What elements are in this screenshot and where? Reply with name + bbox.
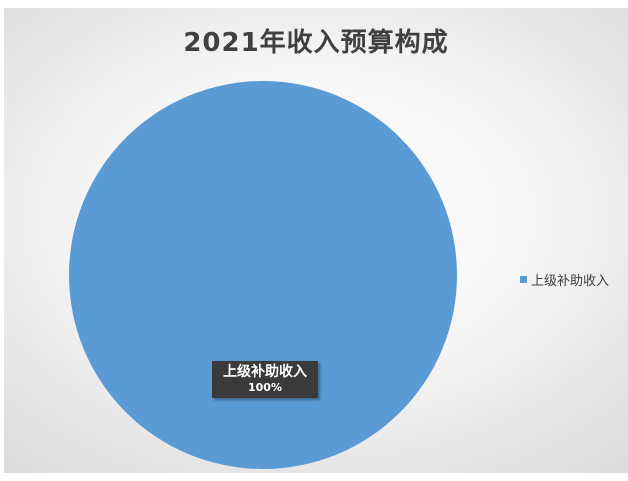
data-label-name: 上级补助收入 bbox=[223, 364, 307, 380]
chart-area: 2021年收入预算构成 上级补助收入 上级补助收入 100% bbox=[4, 8, 628, 473]
pie-chart bbox=[69, 81, 457, 469]
data-label-value: 100% bbox=[248, 381, 282, 394]
legend-swatch bbox=[520, 276, 527, 283]
chart-title: 2021年收入预算构成 bbox=[183, 28, 449, 58]
data-label: 上级补助收入 100% bbox=[212, 361, 318, 398]
legend: 上级补助收入 bbox=[520, 270, 609, 289]
pie-slices bbox=[69, 81, 457, 469]
top-strip bbox=[0, 0, 628, 8]
legend-label: 上级补助收入 bbox=[531, 274, 610, 289]
pie-slice bbox=[69, 81, 457, 469]
